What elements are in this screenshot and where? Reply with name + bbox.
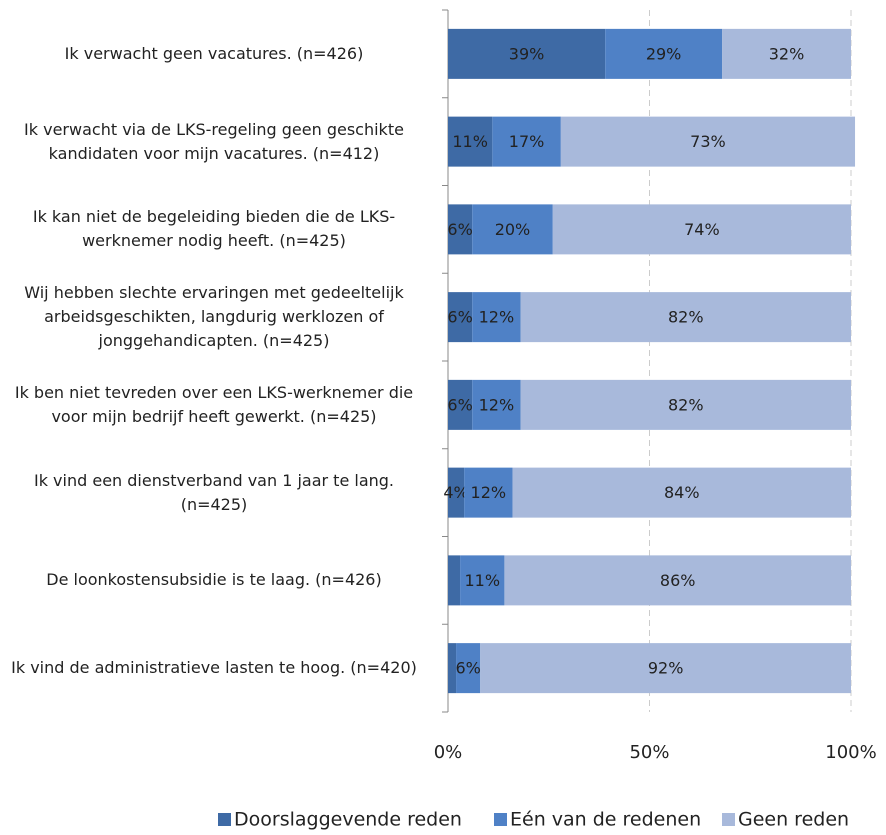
bar-segment: [492, 116, 561, 167]
data-label: 4%: [443, 483, 468, 502]
x-tick-label: 0%: [434, 742, 463, 763]
bar-segment: [472, 204, 553, 255]
bar-segment: [520, 292, 851, 343]
bar-segment: [448, 204, 473, 255]
bar-segment: [552, 204, 851, 255]
data-label: 84%: [664, 483, 700, 502]
data-label: 82%: [668, 308, 704, 327]
legend-label: Eén van de redenen: [510, 809, 701, 831]
data-label: 6%: [447, 395, 472, 414]
bar-segment: [480, 643, 851, 694]
category-label: Ik verwacht geen vacatures. (n=426): [64, 43, 364, 63]
legend-label: Geen reden: [738, 809, 849, 831]
category-label: Ik verwacht via de LKS-regeling geen ges…: [24, 119, 404, 163]
data-label: 11%: [452, 132, 488, 151]
bar-segment: [448, 379, 473, 430]
bar-segment: [448, 555, 461, 606]
data-label: 74%: [684, 220, 720, 239]
category-label: De loonkostensubsidie is te laag. (n=426…: [46, 570, 382, 590]
legend-swatch: [218, 813, 231, 826]
x-tick-label: 50%: [629, 742, 669, 763]
bar-segment: [448, 28, 606, 79]
category-label: Ik ben niet tevreden over een LKS-werkne…: [14, 382, 414, 426]
bar-segment: [472, 292, 521, 343]
category-label: Ik kan niet de begeleiding bieden die de…: [32, 207, 396, 251]
legend-swatch: [494, 813, 507, 826]
data-label: 20%: [495, 220, 531, 239]
category-label: Ik vind een dienstverband van 1 jaar te …: [33, 470, 395, 514]
bar-segment: [520, 379, 851, 430]
data-label: 32%: [769, 44, 805, 63]
x-tick-label: 100%: [825, 742, 876, 763]
bar-segment: [448, 116, 493, 167]
bar-segment: [460, 555, 505, 606]
bar-segment: [722, 28, 851, 79]
bar-segment: [448, 467, 465, 518]
data-label: 86%: [660, 571, 696, 590]
data-label: 6%: [447, 308, 472, 327]
data-label: 12%: [479, 395, 515, 414]
bar-segment: [605, 28, 723, 79]
data-label: 92%: [648, 659, 684, 678]
bar-segment: [504, 555, 851, 606]
data-label: 17%: [509, 132, 545, 151]
bar-segment: [512, 467, 851, 518]
data-label: 12%: [471, 483, 507, 502]
data-label: 29%: [646, 44, 682, 63]
bar-segment: [448, 292, 473, 343]
category-label: Wij hebben slechte ervaringen met gedeel…: [24, 283, 404, 351]
data-label: 82%: [668, 395, 704, 414]
data-label: 6%: [455, 659, 480, 678]
data-label: 39%: [509, 44, 545, 63]
data-label: 73%: [690, 132, 726, 151]
bar-segment: [472, 379, 521, 430]
bar-segment: [456, 643, 481, 694]
category-label: Ik vind de administratieve lasten te hoo…: [11, 658, 417, 678]
data-label: 12%: [479, 308, 515, 327]
data-label: 6%: [447, 220, 472, 239]
bar-segment: [448, 643, 457, 694]
bar-segment: [560, 116, 856, 167]
data-label: 11%: [464, 571, 500, 590]
legend-label: Doorslaggevende reden: [234, 809, 462, 831]
legend-swatch: [722, 813, 735, 826]
bar-segment: [464, 467, 513, 518]
